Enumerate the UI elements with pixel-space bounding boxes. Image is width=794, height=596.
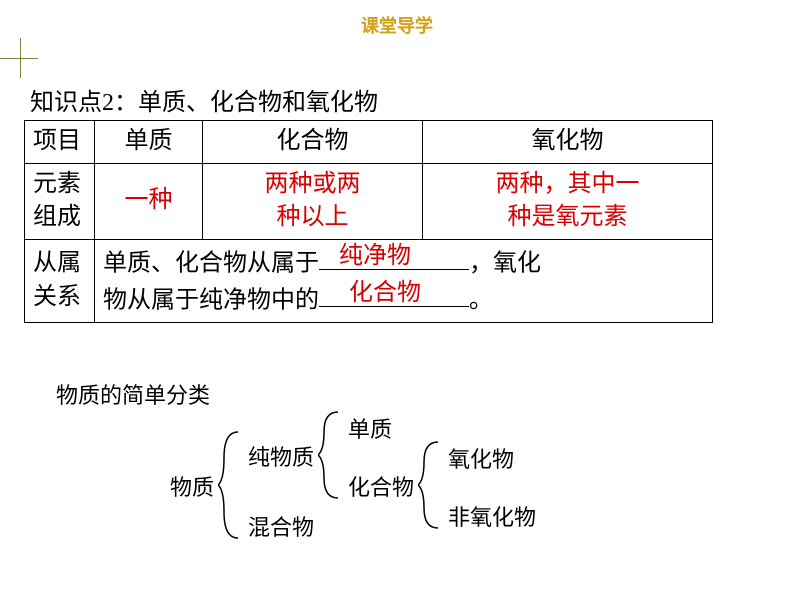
relation-text-2: ，氧化 [469,250,541,276]
relation-text-4: 。 [469,287,493,313]
comparison-table: 项目 单质 化合物 氧化物 元素 组成 一种 两种或两 种以上 两种，其中一 种… [24,120,713,323]
knowledge-point-title: 知识点2：单质、化合物和氧化物 [30,82,378,117]
blank-2: 化合物 [319,281,469,307]
brace-2 [318,410,344,500]
tree-mixture: 混合物 [248,510,314,542]
element-label: 元素 组成 [25,163,95,239]
brace-3 [418,440,444,530]
tree-compound: 化合物 [348,470,414,502]
tree-root: 物质 [170,470,214,502]
page-header-title: 课堂导学 [0,0,794,38]
element-oxide-answer: 两种，其中一 种是氧元素 [423,163,713,239]
answer-2: 化合物 [349,277,421,311]
relation-label: 从属 关系 [25,239,95,322]
tree-nonoxide: 非氧化物 [448,500,536,532]
table-header-row: 项目 单质 化合物 氧化物 [25,121,713,164]
tree-simple: 单质 [348,412,392,444]
tree-pure: 纯物质 [248,440,314,472]
relation-text-1: 单质、化合物从属于 [103,250,319,276]
header-simple: 单质 [95,121,203,164]
header-oxide: 氧化物 [423,121,713,164]
element-compound-answer: 两种或两 种以上 [203,163,423,239]
tree-oxide: 氧化物 [448,442,514,474]
table-relation-row: 从属 关系 单质、化合物从属于纯净物，氧化 物从属于纯净物中的化合物。 [25,239,713,322]
relation-text-3: 物从属于纯净物中的 [103,287,319,313]
blank-1: 纯净物 [319,244,469,270]
table-element-row: 元素 组成 一种 两种或两 种以上 两种，其中一 种是氧元素 [25,163,713,239]
element-simple-answer: 一种 [95,163,203,239]
classification-title: 物质的简单分类 [56,378,210,410]
header-compound: 化合物 [203,121,423,164]
brace-1 [218,430,244,540]
answer-1: 纯净物 [339,240,411,274]
relation-content: 单质、化合物从属于纯净物，氧化 物从属于纯净物中的化合物。 [95,239,713,322]
header-project: 项目 [25,121,95,164]
